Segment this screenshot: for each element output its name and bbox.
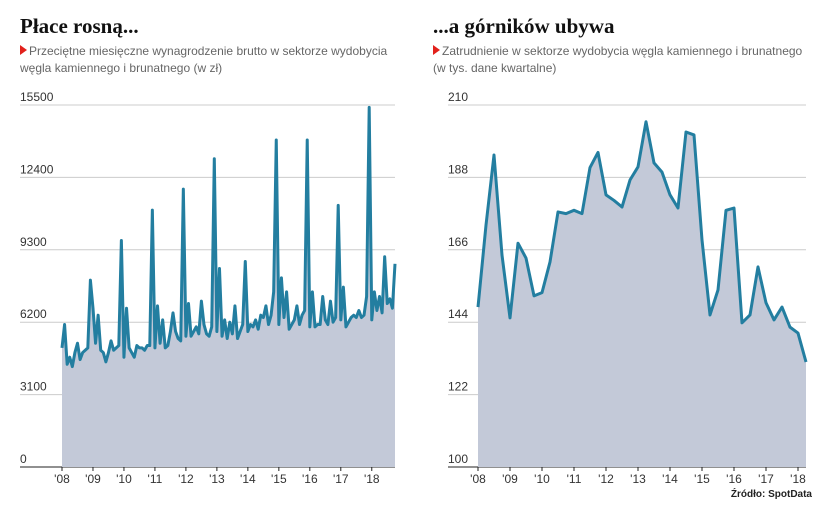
chart-subtitle: Zatrudnienie w sektorze wydobycia węgla … <box>433 43 808 77</box>
y-tick-label: 144 <box>448 307 468 321</box>
line <box>476 120 808 363</box>
y-tick-label: 166 <box>448 235 468 249</box>
y-tick-label: 188 <box>448 162 468 176</box>
y-tick-label: 6200 <box>20 307 47 321</box>
x-tick-label: '17 <box>333 472 349 486</box>
x-tick-label: '08 <box>54 472 70 486</box>
y-tick-label: 15500 <box>20 90 54 104</box>
x-tick-label: '15 <box>271 472 287 486</box>
y-tick-label: 0 <box>20 452 27 466</box>
x-tick-label: '13 <box>209 472 225 486</box>
x-tick-label: '14 <box>240 472 256 486</box>
x-tick-label: '18 <box>364 472 380 486</box>
x-tick-label: '14 <box>662 472 678 486</box>
x-tick-label: '16 <box>726 472 742 486</box>
y-tick-label: 210 <box>448 90 468 104</box>
x-tick-label: '16 <box>302 472 318 486</box>
x-tick-label: '09 <box>502 472 518 486</box>
y-tick-label: 100 <box>448 452 468 466</box>
y-tick-label: 3100 <box>20 380 47 394</box>
chart-title: ...a górników ubywa <box>433 14 615 38</box>
x-tick-label: '08 <box>470 472 486 486</box>
x-tick-label: '10 <box>534 472 550 486</box>
chart-title: Płace rosną... <box>20 14 139 38</box>
x-tick-label: '12 <box>598 472 614 486</box>
x-tick-label: '17 <box>758 472 774 486</box>
y-tick-label: 12400 <box>20 162 54 176</box>
source: Źródło: SpotData <box>730 489 812 500</box>
x-tick-label: '18 <box>790 472 806 486</box>
x-tick-label: '13 <box>630 472 646 486</box>
x-tick-label: '09 <box>85 472 101 486</box>
line <box>60 105 397 369</box>
x-tick-label: '10 <box>116 472 132 486</box>
x-tick-label: '11 <box>148 472 163 486</box>
x-tick-label: '12 <box>178 472 194 486</box>
area <box>62 107 395 467</box>
chart-subtitle: Przeciętne miesięczne wynagrodzenie brut… <box>20 43 395 77</box>
x-tick-label: '15 <box>694 472 710 486</box>
x-tick-label: '11 <box>567 472 582 486</box>
area <box>478 121 806 467</box>
y-tick-label: 122 <box>448 380 468 394</box>
y-tick-label: 9300 <box>20 235 47 249</box>
